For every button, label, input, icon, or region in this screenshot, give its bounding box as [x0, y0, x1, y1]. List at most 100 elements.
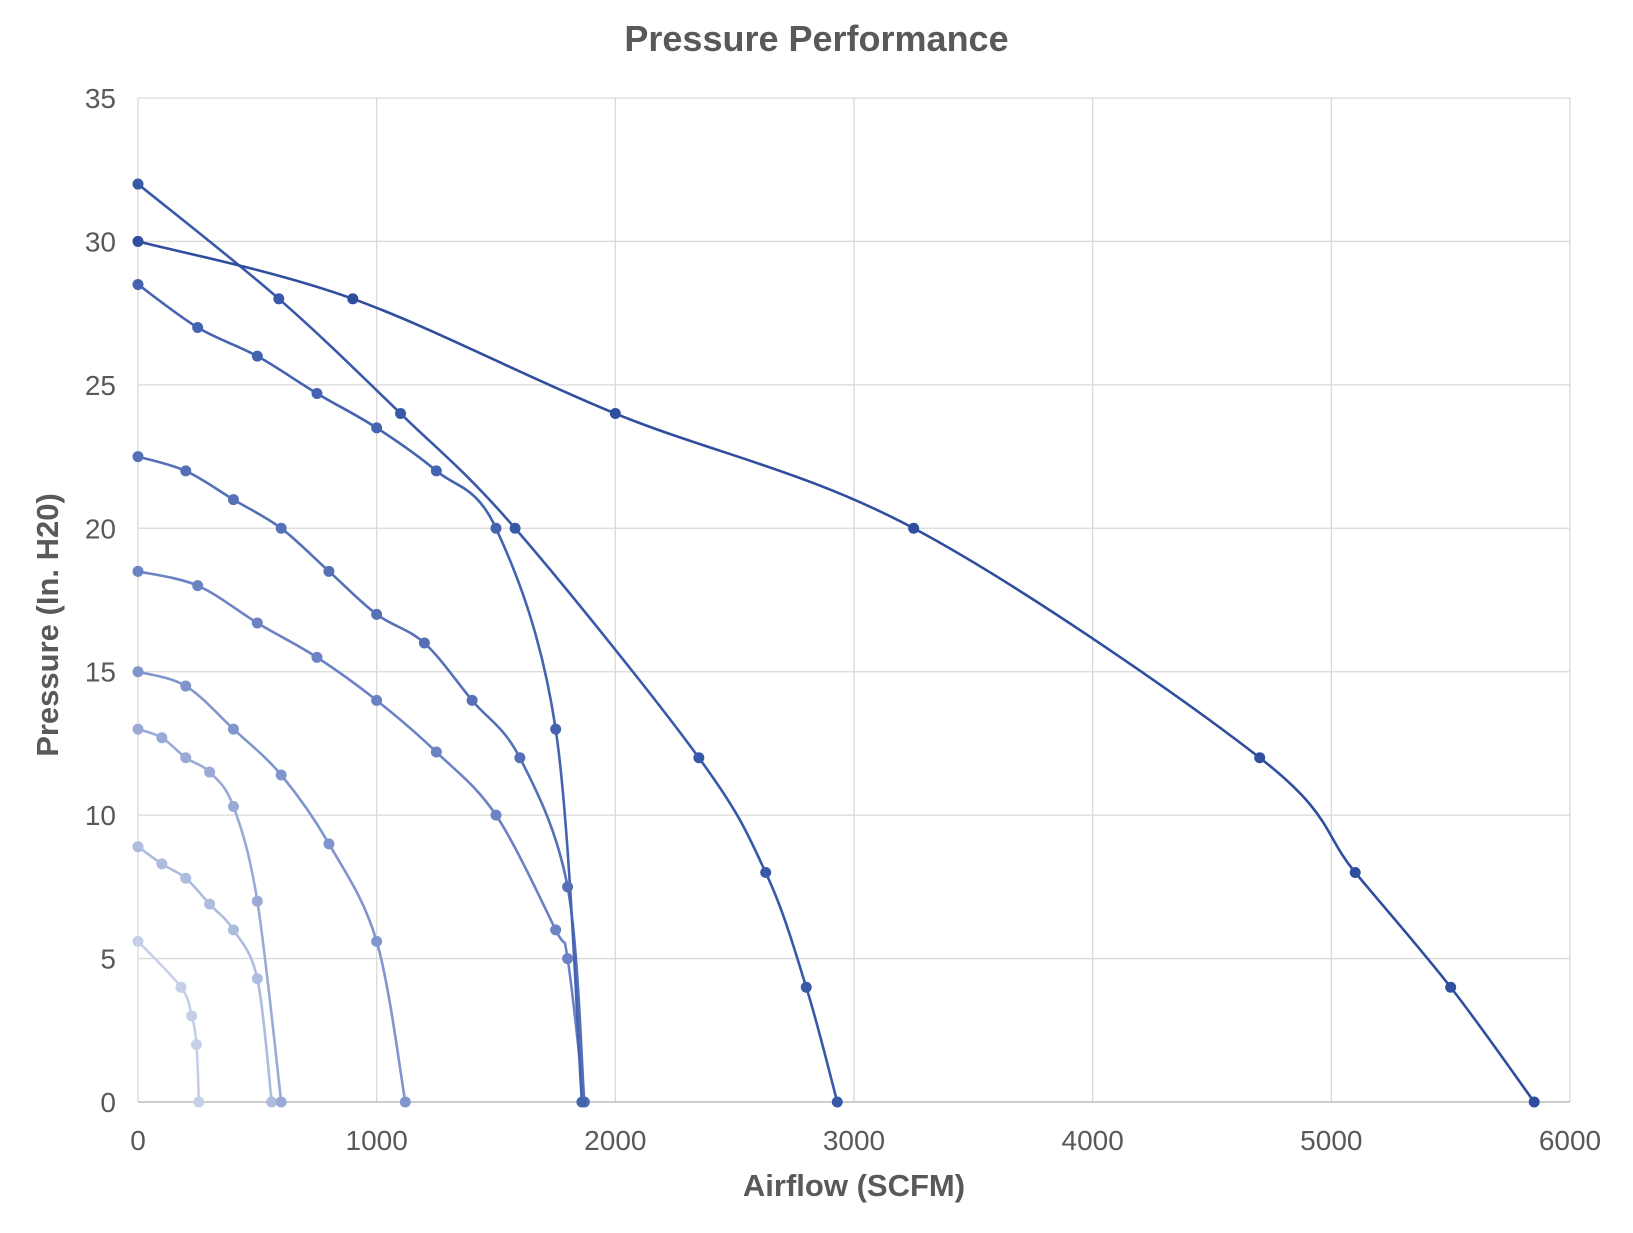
series-line-3: [136, 727, 283, 1104]
x-tick-label: 4000: [1062, 1125, 1124, 1156]
data-point: [156, 858, 168, 870]
x-tick-label: 1000: [346, 1125, 408, 1156]
data-point: [156, 732, 168, 744]
x-tick-label: 3000: [823, 1125, 885, 1156]
data-point: [371, 422, 383, 434]
data-point: [186, 1010, 198, 1022]
series-lines: [136, 182, 1536, 1104]
data-point: [180, 752, 192, 764]
data-point: [418, 637, 430, 649]
data-point: [311, 651, 323, 663]
x-tick-label: 6000: [1539, 1125, 1601, 1156]
y-tick-label: 0: [100, 1087, 116, 1118]
data-point: [323, 838, 335, 850]
data-point: [227, 723, 239, 735]
data-point: [514, 752, 526, 764]
data-point: [227, 924, 239, 936]
data-point: [227, 801, 239, 813]
data-point: [273, 293, 285, 305]
data-point: [132, 565, 144, 577]
data-point: [180, 465, 192, 477]
data-point: [908, 522, 920, 534]
data-point: [371, 935, 383, 947]
data-point: [132, 178, 144, 190]
data-point: [430, 465, 442, 477]
tick-labels: 0 5 10 15 20 25 30 35 0 1000 2000 3000 4000 5000 6000: [85, 83, 1601, 1156]
data-point: [180, 872, 192, 884]
data-point: [132, 935, 144, 947]
data-point: [395, 408, 407, 420]
series-line-4: [136, 670, 407, 1104]
data-point: [275, 522, 287, 534]
y-tick-label: 25: [85, 370, 116, 401]
data-point: [760, 867, 772, 879]
data-point: [800, 981, 812, 993]
data-point: [204, 898, 216, 910]
series-line-6: [136, 455, 586, 1104]
data-point: [562, 881, 574, 893]
data-point: [490, 522, 502, 534]
data-point: [180, 680, 192, 692]
data-point: [275, 1096, 287, 1108]
y-tick-label: 10: [85, 800, 116, 831]
data-point: [576, 1096, 588, 1108]
data-point: [466, 694, 478, 706]
series-line-8: [136, 182, 839, 1104]
data-point: [275, 769, 287, 781]
data-point: [132, 278, 144, 290]
data-point: [1445, 981, 1457, 993]
data-point: [509, 522, 521, 534]
x-tick-label: 0: [130, 1125, 146, 1156]
chart-title: Pressure Performance: [624, 18, 1009, 59]
data-point: [562, 953, 574, 965]
x-tick-label: 2000: [584, 1125, 646, 1156]
y-tick-label: 5: [100, 944, 116, 975]
y-tick-label: 30: [85, 226, 116, 257]
data-point: [347, 293, 359, 305]
series-line-7: [136, 283, 584, 1104]
data-point: [251, 973, 263, 985]
y-tick-label: 20: [85, 513, 116, 544]
data-point: [371, 608, 383, 620]
data-point: [430, 746, 442, 758]
series-line-1: [136, 940, 201, 1104]
data-point: [1528, 1096, 1540, 1108]
data-point: [323, 565, 335, 577]
data-point: [550, 924, 562, 936]
data-point: [132, 451, 144, 463]
data-point: [371, 694, 383, 706]
data-point: [193, 1096, 205, 1108]
data-point: [550, 723, 562, 735]
series-line-9: [136, 240, 1536, 1104]
data-point: [227, 494, 239, 506]
data-point: [204, 766, 216, 778]
data-point: [1254, 752, 1266, 764]
x-tick-label: 5000: [1300, 1125, 1362, 1156]
data-point: [192, 321, 204, 333]
data-point: [693, 752, 705, 764]
y-axis-label: Pressure (In. H20): [30, 493, 65, 757]
data-point: [132, 666, 144, 678]
data-point: [132, 841, 144, 853]
data-point: [399, 1096, 411, 1108]
data-point: [831, 1096, 843, 1108]
data-point: [1349, 867, 1361, 879]
data-point: [311, 387, 323, 399]
data-point: [251, 350, 263, 362]
y-tick-label: 35: [85, 83, 116, 114]
y-tick-label: 15: [85, 657, 116, 688]
data-point: [251, 895, 263, 907]
x-axis-label: Airflow (SCFM): [742, 1168, 966, 1203]
data-point: [132, 723, 144, 735]
data-point: [190, 1039, 202, 1051]
data-point: [266, 1096, 278, 1108]
series-line-5: [136, 570, 586, 1104]
data-point: [175, 981, 187, 993]
data-point: [609, 408, 621, 420]
gridlines: [137, 97, 1571, 1103]
data-point: [192, 580, 204, 592]
data-point: [132, 235, 144, 247]
data-point: [490, 809, 502, 821]
